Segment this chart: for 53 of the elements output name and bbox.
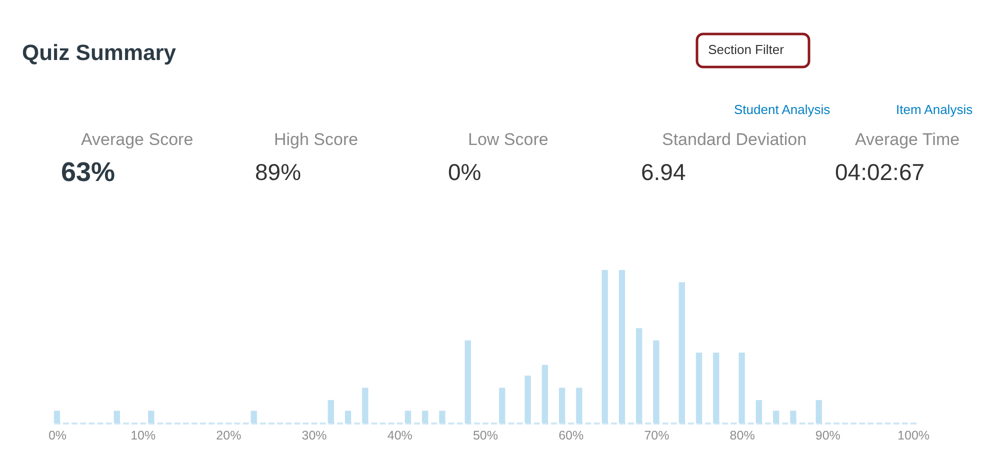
bar [790, 410, 796, 423]
bar [464, 340, 471, 423]
bar [816, 400, 822, 423]
bar [653, 340, 660, 423]
bar [250, 410, 257, 423]
x-tick-label: 10% [130, 428, 156, 442]
x-tick-label: 60% [558, 428, 584, 442]
bar [738, 352, 745, 423]
bar [439, 410, 446, 423]
x-tick-label: 50% [472, 428, 498, 442]
bar [602, 270, 608, 423]
text: 89% [255, 159, 302, 185]
bar [499, 388, 506, 423]
bar [678, 282, 685, 423]
bar [328, 400, 334, 423]
text: Student Analysis [734, 102, 831, 117]
x-tick-label: 90% [815, 428, 840, 442]
bar [772, 410, 780, 423]
bar [576, 388, 582, 423]
bar [524, 376, 531, 423]
text: High Score [274, 130, 358, 149]
x-tick-label: 40% [387, 428, 412, 442]
bar [148, 410, 154, 423]
bar [618, 270, 626, 423]
x-tick-label: 70% [644, 428, 670, 442]
bar [756, 400, 762, 423]
text: Section Filter [708, 42, 785, 57]
bar [404, 410, 412, 423]
x-tick-label: 20% [216, 428, 242, 442]
text: 63% [61, 157, 116, 187]
bar [713, 352, 720, 423]
x-tick-label: 30% [302, 428, 327, 442]
text: 6.94 [641, 159, 686, 185]
text: Quiz Summary [22, 40, 177, 65]
bar [558, 388, 566, 423]
text: 0% [448, 159, 482, 185]
bar [542, 364, 548, 423]
bar [362, 388, 368, 423]
text: Item Analysis [896, 102, 974, 117]
x-tick-label: 0% [48, 428, 67, 442]
text: 04:02:67 [835, 159, 925, 185]
text: Low Score [468, 130, 548, 149]
x-tick-label: 100% [898, 428, 930, 442]
text: Average Time [855, 130, 960, 149]
x-tick-label: 80% [730, 428, 755, 442]
bar [114, 410, 120, 423]
text: Standard Deviation [662, 130, 807, 149]
text: Average Score [81, 130, 194, 149]
bar [54, 410, 60, 423]
bar [344, 410, 352, 423]
bar [422, 410, 428, 423]
bar [696, 352, 702, 423]
bar [636, 328, 642, 423]
